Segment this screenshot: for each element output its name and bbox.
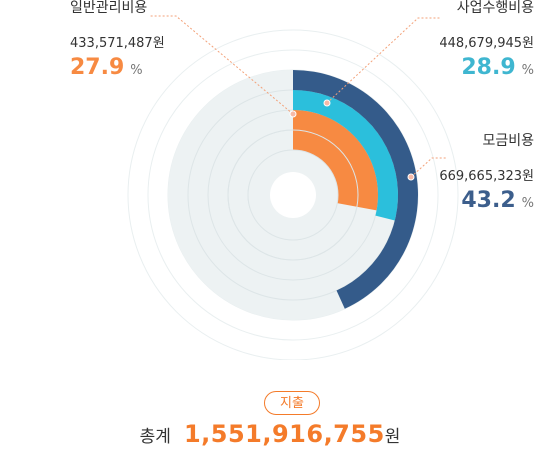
category-percent: 28.9% xyxy=(439,55,534,80)
total-unit: 원 xyxy=(384,427,401,447)
leader-lines xyxy=(150,15,446,181)
percent-unit: % xyxy=(521,63,534,78)
label-general-admin: 일반관리비용 433,571,487원 27.9% xyxy=(70,0,165,80)
category-percent: 43.2% xyxy=(439,188,534,213)
total-label: 총계 xyxy=(139,427,171,447)
category-name: 사업수행비용 xyxy=(456,0,534,16)
label-business: 사업수행비용 448,679,945원 28.9% xyxy=(439,0,534,80)
label-fundraising: 모금비용 669,665,323원 43.2% xyxy=(439,130,534,213)
marker-dot xyxy=(289,110,297,118)
guide-ring xyxy=(127,29,459,360)
percent-value: 27.9 xyxy=(70,55,125,80)
percent-unit: % xyxy=(130,63,143,78)
category-amount: 433,571,487원 xyxy=(70,36,165,51)
track-ring xyxy=(247,149,339,241)
bar-fundraising xyxy=(293,70,419,309)
total-line: 총계 1,551,916,755원 xyxy=(0,420,540,448)
category-name: 일반관리비용 xyxy=(70,0,148,16)
center-hole xyxy=(270,172,316,218)
category-amount: 448,679,945원 xyxy=(439,36,534,51)
radial-bars xyxy=(227,70,419,309)
marker-dot xyxy=(323,99,331,107)
category-percent: 27.9% xyxy=(70,55,165,80)
total-value: 1,551,916,755 xyxy=(183,420,385,448)
radial-chart xyxy=(127,15,459,360)
marker-dot xyxy=(407,173,415,181)
category-amount: 669,665,323원 xyxy=(439,169,534,184)
bar-business xyxy=(293,90,398,221)
category-name: 모금비용 xyxy=(482,133,534,149)
expense-badge: 지출 xyxy=(264,391,320,415)
percent-unit: % xyxy=(521,196,534,211)
percent-value: 43.2 xyxy=(461,188,516,213)
leader-line xyxy=(410,157,446,178)
leader-line xyxy=(326,17,440,104)
track-ring xyxy=(227,129,359,261)
leader-line xyxy=(150,15,294,115)
percent-value: 28.9 xyxy=(461,55,516,80)
guide-ring xyxy=(147,49,439,341)
